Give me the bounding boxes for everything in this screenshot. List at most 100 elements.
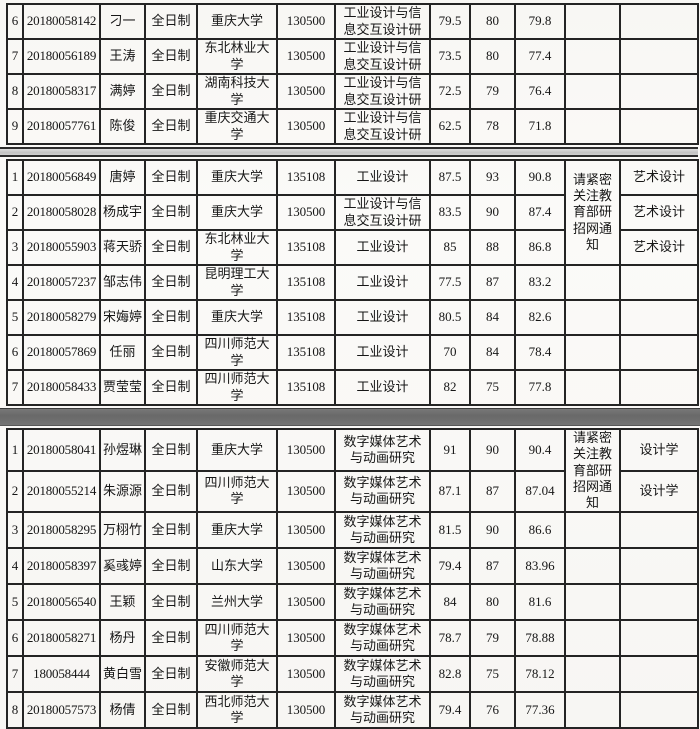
cell-score-3: 82.6	[514, 299, 566, 336]
cell-major-name: 数字媒体艺术与动画研究	[334, 469, 431, 514]
cell-note	[564, 691, 621, 729]
cell-university: 重庆大学	[196, 511, 278, 550]
table-row: 1 20180058041 孙煜琳 全日制 重庆大学 130500 数字媒体艺术与动画研究 9…	[6, 427, 699, 514]
cell-score-3: 90.4	[514, 428, 566, 472]
cell-major-code: 135108	[276, 369, 336, 406]
cell-major-code: 130500	[276, 194, 336, 231]
cell-major-code: 130500	[276, 428, 336, 472]
cell-score-1: 87.5	[429, 159, 471, 196]
cell-score-3: 90.8	[514, 159, 566, 196]
cell-row-number: 2	[6, 469, 24, 514]
cell-score-3: 78.88	[514, 619, 566, 658]
cell-study-mode: 全日制	[144, 511, 198, 550]
cell-score-2: 79	[469, 73, 516, 110]
cell-row-number: 9	[6, 108, 24, 145]
cell-score-1: 83.5	[429, 194, 471, 231]
cell-study-mode: 全日制	[144, 691, 198, 729]
table-row: 6 20180058271 杨丹 全日制 四川师范大学 130500 数字媒体艺术与动画研究…	[6, 619, 699, 658]
cell-major-code: 130500	[276, 469, 336, 514]
cell-note	[564, 3, 621, 40]
cell-candidate-name: 朱源源	[99, 469, 146, 514]
cell-major-code: 130500	[276, 38, 336, 75]
cell-candidate-id: 20180058041	[22, 428, 101, 472]
table-row: 6 20180058142 刁一 全日制 重庆大学 130500 工业设计与信息交互设计研 7…	[6, 3, 699, 40]
cell-score-2: 75	[469, 655, 516, 694]
cell-university: 山东大学	[196, 547, 278, 586]
cell-discipline	[619, 583, 699, 622]
cell-discipline	[619, 38, 699, 75]
cell-score-3: 78.12	[514, 655, 566, 694]
cell-score-3: 87.04	[514, 469, 566, 514]
cell-candidate-name: 王涛	[99, 38, 146, 75]
cell-candidate-name: 蒋天骄	[99, 229, 146, 266]
cell-score-1: 85	[429, 229, 471, 266]
cell-study-mode: 全日制	[144, 583, 198, 622]
cell-major-name: 数字媒体艺术与动画研究	[334, 691, 431, 729]
cell-score-3: 87.4	[514, 194, 566, 231]
table-row: 3 20180058295 万栩竹 全日制 重庆大学 130500 数字媒体艺术与动画研究 8…	[6, 511, 699, 550]
cell-score-1: 73.5	[429, 38, 471, 75]
cell-score-2: 84	[469, 299, 516, 336]
cell-score-3: 83.96	[514, 547, 566, 586]
cell-candidate-name: 刁一	[99, 3, 146, 40]
cell-discipline	[619, 334, 699, 371]
cell-candidate-id: 20180057761	[22, 108, 101, 145]
cell-university: 重庆大学	[196, 159, 278, 196]
cell-university: 东北林业大学	[196, 229, 278, 266]
cell-note	[564, 334, 621, 371]
cell-university: 四川师范大学	[196, 369, 278, 406]
cell-score-2: 88	[469, 229, 516, 266]
cell-score-3: 77.36	[514, 691, 566, 729]
cell-candidate-id: 20180058295	[22, 511, 101, 550]
cell-score-2: 80	[469, 583, 516, 622]
cell-major-name: 工业设计与信息交互设计研	[334, 3, 431, 40]
table-row: 7 20180058433 贾莹莹 全日制 四川师范大学 135108 工业设计 82 75 77…	[6, 369, 699, 406]
cell-score-3: 79.8	[514, 3, 566, 40]
cell-candidate-id: 20180057573	[22, 691, 101, 729]
cell-major-name: 工业设计	[334, 334, 431, 371]
cell-major-name: 工业设计	[334, 299, 431, 336]
cell-note	[564, 655, 621, 694]
cell-note	[564, 264, 621, 301]
cell-score-1: 79.4	[429, 547, 471, 586]
results-table-section-1: 6 20180058142 刁一 全日制 重庆大学 130500 工业设计与信息交互设计研 7…	[6, 3, 699, 145]
cell-major-name: 数字媒体艺术与动画研究	[334, 511, 431, 550]
cell-note	[564, 299, 621, 336]
results-table-section-2: 1 20180056849 唐婷 全日制 重庆大学 135108 工业设计 87.5 93 90.…	[6, 159, 699, 406]
cell-study-mode: 全日制	[144, 299, 198, 336]
cell-university: 兰州大学	[196, 583, 278, 622]
cell-row-number: 3	[6, 229, 24, 266]
cell-score-2: 87	[469, 547, 516, 586]
cell-university: 安徽师范大学	[196, 655, 278, 694]
cell-university: 重庆大学	[196, 3, 278, 40]
cell-score-2: 80	[469, 3, 516, 40]
cell-major-name: 数字媒体艺术与动画研究	[334, 428, 431, 472]
section-divider-dark	[0, 408, 700, 426]
cell-candidate-id: 20180056849	[22, 159, 101, 196]
cell-study-mode: 全日制	[144, 369, 198, 406]
cell-candidate-name: 贾莹莹	[99, 369, 146, 406]
cell-note	[564, 583, 621, 622]
cell-score-1: 82	[429, 369, 471, 406]
table-row: 2 20180058028 杨成宇 全日制 重庆大学 130500 工业设计与信息交互设计研…	[6, 194, 699, 231]
cell-major-code: 130500	[276, 583, 336, 622]
cell-score-3: 71.8	[514, 108, 566, 145]
cell-candidate-id: 20180058271	[22, 619, 101, 658]
cell-discipline: 艺术设计	[619, 229, 699, 266]
cell-note	[564, 511, 621, 550]
cell-university: 东北林业大学	[196, 38, 278, 75]
cell-row-number: 3	[6, 511, 24, 550]
cell-major-name: 工业设计与信息交互设计研	[334, 73, 431, 110]
table-row: 4 20180057237 邹志伟 全日制 昆明理工大学 135108 工业设计 77.5 87…	[6, 264, 699, 301]
cell-candidate-name: 宋娒婷	[99, 299, 146, 336]
cell-score-2: 90	[469, 511, 516, 550]
cell-study-mode: 全日制	[144, 194, 198, 231]
cell-major-name: 工业设计	[334, 159, 431, 196]
cell-study-mode: 全日制	[144, 469, 198, 514]
cell-note	[564, 73, 621, 110]
cell-major-name: 数字媒体艺术与动画研究	[334, 655, 431, 694]
table-row: 3 20180055903 蒋天骄 全日制 东北林业大学 135108 工业设计 85 88 86…	[6, 229, 699, 266]
cell-major-code: 130500	[276, 511, 336, 550]
cell-score-1: 87.1	[429, 469, 471, 514]
cell-score-3: 86.6	[514, 511, 566, 550]
